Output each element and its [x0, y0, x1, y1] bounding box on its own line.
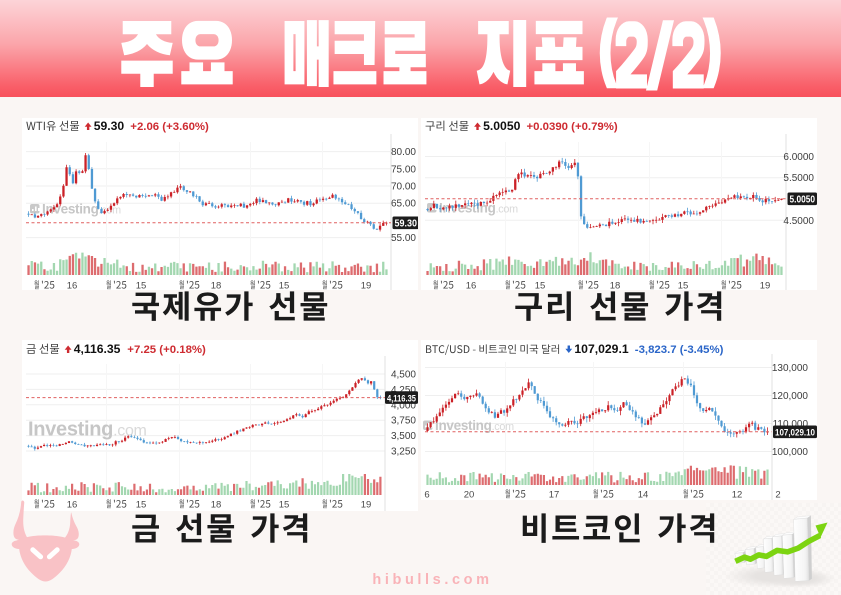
svg-text:15: 15 — [279, 500, 290, 511]
svg-text:12: 12 — [732, 490, 743, 501]
svg-text:5.5000: 5.5000 — [783, 173, 814, 184]
svg-text:75.00: 75.00 — [391, 164, 416, 175]
svg-text:4,500: 4,500 — [391, 370, 416, 381]
svg-text:15: 15 — [136, 281, 147, 291]
svg-text:59.30: 59.30 — [395, 219, 418, 230]
svg-text:19: 19 — [361, 281, 372, 291]
svg-text:6.0000: 6.0000 — [783, 152, 814, 163]
svg-text:4,250: 4,250 — [391, 385, 416, 396]
svg-text:16: 16 — [67, 500, 78, 511]
svg-text:107,029.10: 107,029.10 — [775, 428, 815, 438]
svg-text:4,116.35: 4,116.35 — [387, 393, 416, 403]
svg-text:3,750: 3,750 — [391, 416, 416, 427]
svg-text:14: 14 — [638, 490, 649, 501]
svg-text:110,000: 110,000 — [773, 419, 809, 430]
svg-text:65.00: 65.00 — [391, 199, 416, 210]
svg-text:-3,823.7 (-3.45%): -3,823.7 (-3.45%) — [635, 344, 724, 356]
svg-text:55.00: 55.00 — [391, 233, 416, 244]
svg-text:15: 15 — [678, 281, 689, 291]
svg-text:Investing.com: Investing.com — [28, 419, 147, 441]
svg-text:5.0050: 5.0050 — [790, 195, 816, 206]
svg-text:2: 2 — [775, 490, 780, 501]
svg-text:4,000: 4,000 — [391, 400, 416, 411]
svg-text:20: 20 — [464, 490, 475, 501]
svg-text:16: 16 — [67, 281, 78, 291]
svg-text:59.30: 59.30 — [94, 119, 125, 133]
svg-text:3,500: 3,500 — [391, 431, 416, 442]
svg-text:Investing.com: Investing.com — [439, 201, 518, 216]
svg-text:70.00: 70.00 — [391, 182, 416, 193]
svg-text:18: 18 — [211, 500, 222, 511]
svg-text:15: 15 — [535, 281, 546, 291]
svg-text:6: 6 — [424, 490, 429, 501]
svg-text:16: 16 — [466, 281, 477, 291]
svg-text:15: 15 — [136, 500, 147, 511]
svg-text:4.5000: 4.5000 — [783, 216, 814, 227]
svg-text:18: 18 — [610, 281, 621, 291]
svg-text:Investing.com: Investing.com — [435, 418, 514, 433]
svg-text:107,029.1: 107,029.1 — [574, 342, 628, 356]
svg-text:120,000: 120,000 — [772, 391, 809, 402]
svg-text:4,116.35: 4,116.35 — [74, 342, 121, 356]
svg-text:130,000: 130,000 — [772, 363, 809, 374]
svg-text:18: 18 — [211, 281, 222, 291]
svg-text:+0.0390 (+0.79%): +0.0390 (+0.79%) — [527, 121, 618, 133]
svg-text:+2.06 (+3.60%): +2.06 (+3.60%) — [130, 121, 209, 133]
svg-text:80.00: 80.00 — [391, 147, 416, 158]
svg-text:15: 15 — [279, 281, 290, 291]
svg-text:3,250: 3,250 — [391, 447, 416, 458]
svg-text:17: 17 — [549, 490, 560, 501]
svg-text:19: 19 — [361, 500, 372, 511]
svg-text:100,000: 100,000 — [772, 447, 809, 458]
svg-text:+7.25 (+0.18%): +7.25 (+0.18%) — [127, 344, 206, 356]
svg-text:19: 19 — [760, 281, 771, 291]
svg-text:5.0050: 5.0050 — [483, 119, 520, 133]
